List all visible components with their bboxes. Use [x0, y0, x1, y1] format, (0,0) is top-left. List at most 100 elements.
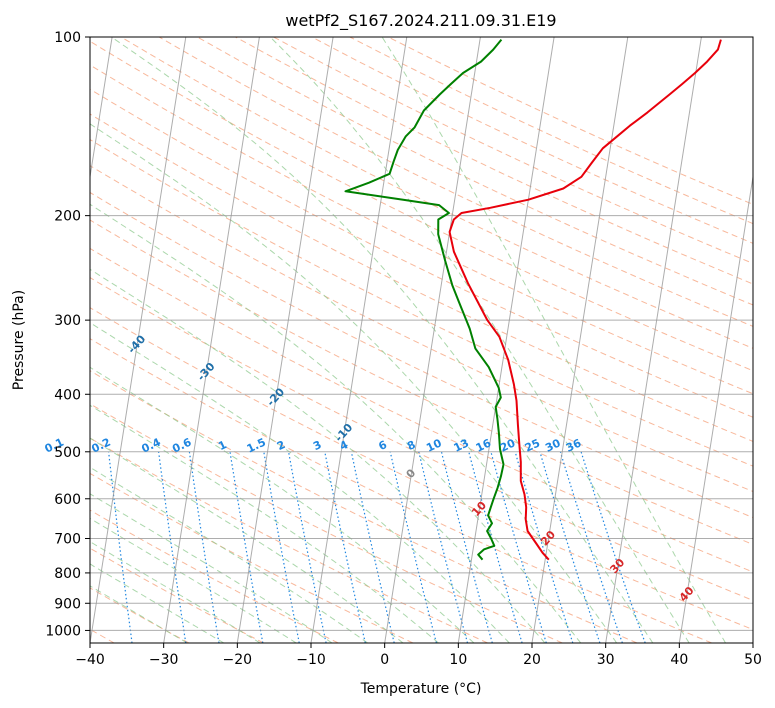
- mixing-ratio-label: 25: [523, 437, 542, 455]
- mixing-ratio-label: 0.6: [170, 435, 193, 455]
- dry-adiabat-line: [197, 37, 753, 306]
- x-tick-label: 10: [449, 652, 467, 668]
- dry-adiabat-line: [90, 277, 753, 601]
- isotherm-label: 0: [404, 466, 419, 481]
- isotherm-label: -30: [195, 360, 218, 384]
- y-tick-label: 900: [54, 596, 81, 612]
- moist-adiabat-line: [90, 437, 404, 643]
- isotherm-label: -40: [125, 332, 148, 356]
- x-tick-label: −20: [223, 652, 253, 668]
- moist-adiabat-line: [90, 123, 618, 643]
- chart-title: wetPf2_S167.2024.211.09.31.E19: [285, 11, 556, 31]
- dry-adiabat-line: [90, 338, 712, 643]
- dry-adiabat-line: [120, 37, 753, 349]
- isotherm-label: 40: [677, 584, 697, 604]
- y-axis-title: Pressure (hPa): [11, 290, 27, 390]
- x-tick-label: 0: [380, 652, 389, 668]
- x-tick-label: 20: [523, 652, 541, 668]
- dry-adiabat-line: [90, 472, 414, 643]
- mixing-ratio-label: 16: [474, 436, 494, 454]
- mixing-ratio-label: 30: [543, 436, 563, 454]
- moist-adiabat-line: [269, 37, 690, 643]
- x-tick-label: −30: [149, 652, 179, 668]
- y-tick-label: 300: [54, 313, 81, 329]
- isotherm-line: [457, 37, 555, 643]
- sounding-series: [344, 38, 722, 561]
- mixing-ratio-line: [158, 451, 187, 643]
- mixing-ratio-line: [229, 451, 264, 643]
- temperature-line: [448, 39, 722, 561]
- mixing-ratio-line: [490, 451, 547, 643]
- mixing-ratio-label: 0.2: [90, 436, 113, 456]
- mixing-ratio-label: 1.5: [245, 436, 268, 456]
- dry-adiabat-line: [90, 587, 190, 643]
- mixing-ratio-label: 20: [498, 436, 518, 454]
- y-tick-label: 200: [54, 209, 81, 225]
- isotherm-line: [90, 37, 187, 643]
- dry-adiabat-line: [90, 219, 753, 546]
- isotherm-label: -20: [264, 385, 287, 409]
- dry-adiabat-line: [90, 88, 753, 418]
- dry-adiabat-line: [235, 37, 753, 285]
- mixing-ratio-line: [324, 451, 366, 643]
- y-tick-label: 1000: [45, 623, 81, 639]
- mixing-ratio-line: [468, 451, 523, 643]
- mixing-ratio-label: 3: [311, 438, 323, 453]
- isotherm-line: [678, 173, 753, 643]
- dry-adiabat-line: [90, 64, 753, 395]
- plot-background: [90, 37, 753, 643]
- x-axis: −40 −30 −20 −10 0 10 20 30 40 50: [75, 643, 762, 668]
- isotherm-line: [90, 37, 113, 180]
- y-tick-label: 800: [54, 566, 81, 582]
- isotherm-line: [310, 37, 408, 643]
- dry-adiabat-line: [90, 191, 753, 519]
- isotherm-line: [163, 37, 260, 643]
- x-tick-label: 30: [597, 652, 615, 668]
- dewpoint-line: [344, 38, 505, 561]
- mixing-ratio-line: [559, 451, 623, 643]
- mixing-ratio-line: [389, 451, 437, 643]
- plot-frame: [89, 36, 754, 644]
- isotherm-line: [236, 37, 334, 643]
- moist-adiabat-line: [90, 563, 225, 643]
- isotherm-line: [384, 37, 481, 643]
- x-tick-label: 40: [670, 652, 688, 668]
- mixing-ratio-label: 1: [216, 438, 228, 453]
- dry-adiabat-line: [273, 37, 753, 264]
- mixing-ratio-line: [539, 451, 601, 643]
- moist-adiabat-line: [90, 466, 368, 643]
- moist-adiabat-line: [111, 37, 654, 643]
- x-axis-title: Temperature (°C): [360, 681, 482, 697]
- mixing-ratio-label: 36: [564, 436, 584, 454]
- moist-adiabat-line: [90, 366, 475, 643]
- mixing-ratio-label: 13: [452, 437, 471, 455]
- isotherm-line: [752, 639, 753, 643]
- mixing-ratio-line: [188, 451, 220, 643]
- moist-adiabat-line: [90, 404, 439, 643]
- y-tick-label: 400: [54, 387, 81, 403]
- mixing-ratio-label: 0.4: [140, 435, 163, 455]
- dry-adiabat-line: [90, 247, 753, 573]
- isotherm-label: 20: [538, 528, 558, 548]
- pressure-grid: [90, 37, 753, 643]
- moist-adiabat-line: [90, 517, 297, 643]
- mixing-ratio-line: [514, 451, 574, 643]
- dry-adiabat-line: [387, 37, 753, 205]
- dry-adiabat-line: [311, 37, 753, 244]
- y-tick-label: 100: [54, 30, 81, 46]
- dry-adiabat-line: [90, 307, 753, 631]
- moist-adiabat-line: [90, 541, 261, 643]
- y-axis: 100 200 300 400 500 600 700 800 900 1000: [45, 30, 90, 639]
- dry-adiabat-line: [90, 165, 753, 493]
- moist-adiabat-line: [381, 37, 727, 643]
- mixing-ratio-line: [440, 451, 493, 643]
- moist-adiabat-line: [90, 322, 510, 643]
- dry-adiabat-line: [90, 547, 264, 643]
- y-tick-label: 600: [54, 492, 81, 508]
- moist-adiabat-line: [90, 585, 188, 643]
- x-tick-label: −40: [75, 652, 105, 668]
- line-labels: 0.1 0.2 0.4 0.6 1 1.5 2 3 4 6 8 10 13 16 20 25 30 36-40-3…: [43, 332, 697, 604]
- isotherm-line: [531, 37, 629, 643]
- dry-adiabat-line: [90, 509, 339, 643]
